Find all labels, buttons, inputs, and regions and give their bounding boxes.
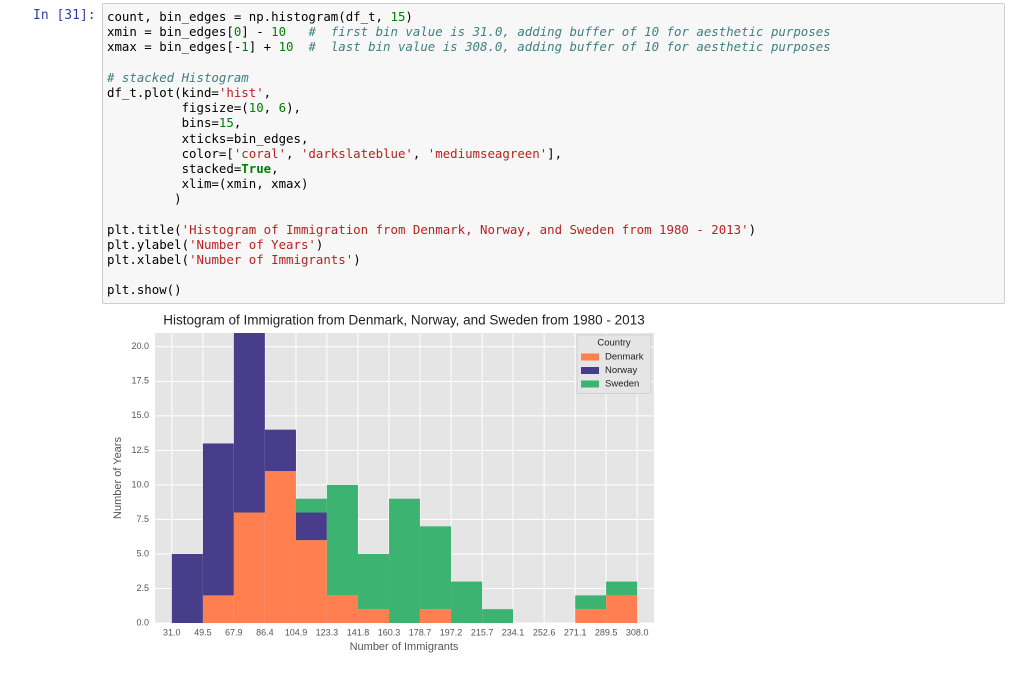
code-line: plt.title('Histogram of Immigration from… [107,221,757,237]
hist-bar [233,333,265,513]
y-tick-label: 2.5 [136,583,149,593]
x-tick-label: 308.0 [626,627,649,637]
code-line: xmin = bin_edges[0] - 10 # first bin val… [107,24,831,40]
code-block: count, bin_edges = np.histogram(df_t, 15… [107,9,831,55]
hist-bar [419,609,452,623]
hist-bar [357,553,390,610]
code-block: plt.show() [107,282,831,297]
x-tick-label: 178.7 [409,627,432,637]
y-axis-label: Number of Years [112,437,124,519]
x-tick-label: 67.9 [225,627,243,637]
x-tick-label: 234.1 [502,627,525,637]
x-tick-label: 197.2 [440,627,463,637]
legend-label: Denmark [605,352,644,363]
hist-bar [326,595,358,623]
hist-bar [264,471,296,623]
y-tick-label: 5.0 [136,548,149,558]
y-tick-label: 15.0 [131,410,149,420]
code-line: plt.show() [107,282,182,298]
x-tick-label: 104.9 [285,627,308,637]
x-tick-label: 141.8 [347,627,370,637]
code-line: figsize=(10, 6), [107,100,301,116]
code-line: df_t.plot(kind='hist', [107,84,272,100]
y-tick-label: 7.5 [136,514,149,524]
x-tick-label: 49.5 [194,627,212,637]
hist-bar [233,512,265,623]
x-tick-label: 86.4 [256,627,274,637]
hist-bar [357,609,390,623]
legend-swatch [581,367,599,374]
hist-bar [575,609,607,623]
y-tick-label: 10.0 [131,479,149,489]
y-tick-label: 17.5 [131,376,149,386]
hist-bar [171,553,203,623]
code-line: plt.xlabel('Number of Immigrants') [107,252,361,267]
code-line: # stacked Histogram [107,69,249,85]
code-line: count, bin_edges = np.histogram(df_t, 15… [107,9,413,24]
hist-bar [326,484,358,596]
code-line: color=['coral', 'darkslateblue', 'medium… [107,145,563,161]
x-axis-label: Number of Immigrants [350,641,459,653]
x-tick-label: 271.1 [564,627,587,637]
chart-title: Histogram of Immigration from Denmark, N… [163,313,644,328]
code-line: xmax = bin_edges[-1] + 10 # last bin val… [107,39,831,55]
hist-bar [295,512,327,541]
x-tick-label: 123.3 [316,627,339,637]
code: count, bin_edges = np.histogram(df_t, 15… [107,9,831,313]
y-tick-label: 20.0 [131,341,149,351]
code-line: xlim=(xmin, xmax) [107,176,309,192]
legend-swatch [581,380,599,388]
code-cell[interactable]: count, bin_edges = np.histogram(df_t, 15… [102,3,1005,304]
hist-bar [295,540,327,623]
hist-bar [575,595,607,610]
legend-label: Norway [605,365,637,376]
legend-label: Sweden [605,379,639,390]
hist-bar [606,595,638,623]
code-line: xticks=bin_edges, [107,130,309,146]
code-line: bins=15, [107,115,242,131]
hist-bar [419,526,452,610]
y-tick-label: 12.5 [131,445,149,455]
hist-bar [606,581,638,596]
x-tick-label: 215.7 [471,627,494,637]
code-block: plt.title('Histogram of Immigration from… [107,222,831,268]
code-line: ) [107,191,182,207]
hist-bar [389,498,420,623]
legend-swatch [581,353,599,361]
legend-title: Country [597,338,631,349]
hist-bar [295,498,327,513]
x-tick-label: 31.0 [163,627,181,637]
hist-bar [202,443,234,596]
x-tick-label: 252.6 [533,627,556,637]
code-line: plt.ylabel('Number of Years') [107,236,324,252]
hist-bar [451,581,483,623]
code-block: # stacked Histogram df_t.plot(kind='hist'… [107,70,831,207]
hist-bar [202,595,234,623]
x-tick-label: 160.3 [378,627,401,637]
code-line: stacked=True, [107,160,279,176]
y-tick-label: 0.0 [136,617,149,627]
x-tick-label: 289.5 [595,627,618,637]
hist-bar [264,429,296,472]
cell-prompt: In [31]: [33,8,96,23]
hist-bar [482,609,514,623]
